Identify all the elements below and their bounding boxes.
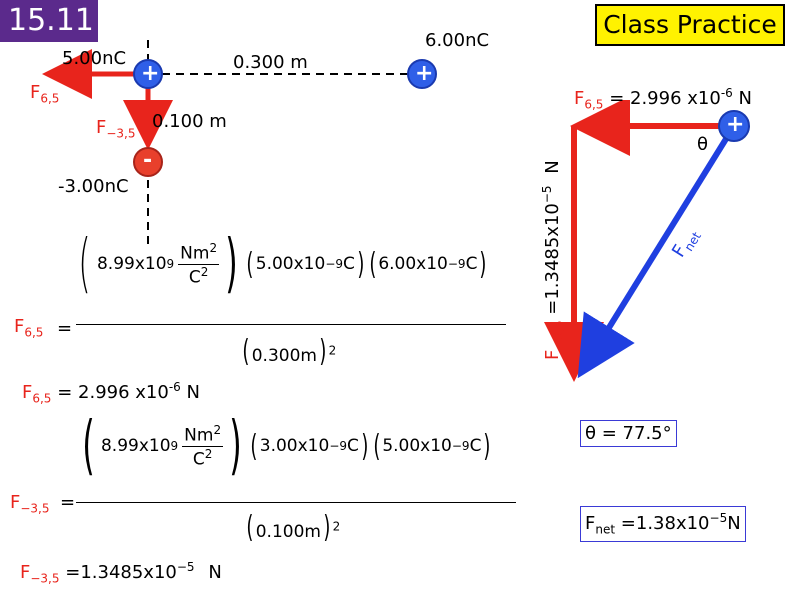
vector-theta-label: θ bbox=[697, 134, 709, 155]
vector-charge bbox=[718, 110, 750, 142]
paren-close-icon: ) bbox=[225, 227, 238, 301]
eq1-numerator: ( 8.99x10 9 Nm2 C2 ) (5.00x10 −9 C) (6.00x1… bbox=[78, 227, 487, 301]
vector-charge-sign: + bbox=[726, 112, 745, 137]
eq2-numerator: ( 8.99x10 9 Nm2 C2 ) (3.00x10 −9 C) (5.00x1… bbox=[82, 409, 491, 483]
paren-open-icon: ( bbox=[82, 409, 95, 483]
eq2-k-exp: 9 bbox=[170, 439, 179, 453]
force-f35-label: F−3,5 bbox=[96, 117, 136, 141]
eq2-q1-exp: −9 bbox=[329, 439, 348, 453]
eq1-denominator: (0.300m) 2 bbox=[242, 334, 337, 369]
vector-f35-label: F−3,5 =1.3485x10−5 N bbox=[540, 160, 566, 360]
vector-diagram bbox=[544, 100, 750, 382]
eq2-q2-exp: −9 bbox=[451, 439, 470, 453]
eq2-q1: 3.00x10 bbox=[259, 436, 330, 456]
eq2-k-units: Nm2 C2 bbox=[182, 422, 224, 470]
eq2-r: 0.100m bbox=[255, 522, 321, 542]
charge-neg3nc-sign: - bbox=[143, 148, 153, 173]
eq1-k-exp: 9 bbox=[166, 257, 175, 271]
fnet-answer-box: Fnet =1.38x10−5N bbox=[580, 506, 746, 542]
eq1-fraction-bar bbox=[76, 324, 506, 325]
charge-neg3nc bbox=[133, 147, 163, 177]
charge-6nc-label: 6.00nC bbox=[425, 30, 490, 51]
charge-diagram bbox=[42, 40, 437, 250]
eq2-q1-unit: C bbox=[347, 436, 359, 456]
eq2-q2-unit: C bbox=[469, 436, 482, 456]
charge-neg3nc-label: -3.00nC bbox=[58, 176, 129, 197]
eq1-q1: 5.00x10 bbox=[255, 254, 326, 274]
result2: F−3,5 =1.3485x10−5 N bbox=[20, 560, 222, 586]
eq2-denominator: (0.100m) 2 bbox=[246, 510, 341, 545]
eq1-r-exp: 2 bbox=[328, 343, 337, 358]
theta-answer-box: θ = 77.5° bbox=[580, 420, 677, 447]
distance-vertical-label: 0.100 m bbox=[152, 111, 227, 132]
charge-5nc bbox=[133, 59, 163, 89]
charge-6nc-sign: + bbox=[415, 61, 434, 86]
charge-5nc-sign: + bbox=[141, 61, 160, 86]
eq1-k-value: 8.99x10 bbox=[96, 254, 167, 274]
section-badge: 15.11 bbox=[0, 0, 98, 42]
eq1-q1-exp: −9 bbox=[325, 257, 344, 271]
charge-5nc-label: 5.00nC bbox=[62, 48, 127, 69]
force-f65-label: F6,5 bbox=[30, 82, 60, 106]
eq2-fraction-bar bbox=[76, 502, 516, 503]
eq1-lhs: F6,5 bbox=[14, 316, 44, 340]
class-practice-title: Class Practice bbox=[595, 4, 785, 46]
eq2-q2: 5.00x10 bbox=[382, 436, 452, 456]
eq1-q1-unit: C bbox=[343, 254, 355, 274]
eq1-equals: = bbox=[57, 318, 73, 339]
paren-open-icon: ( bbox=[78, 227, 91, 301]
eq2-lhs: F−3,5 bbox=[10, 492, 50, 516]
eq1-q2: 6.00x10 bbox=[378, 254, 448, 274]
eq2-r-exp: 2 bbox=[332, 519, 341, 534]
eq2-equals: = bbox=[60, 492, 76, 513]
eq1-r: 0.300m bbox=[251, 346, 317, 366]
eq1-q2-exp: −9 bbox=[447, 257, 466, 271]
paren-close-icon: ) bbox=[229, 409, 242, 483]
vector-fnet-arrow bbox=[577, 124, 737, 379]
eq1-k-units: Nm2 C2 bbox=[178, 240, 220, 288]
charge-6nc bbox=[407, 59, 437, 89]
distance-horizontal-label: 0.300 m bbox=[233, 52, 308, 73]
vector-f65-label: F6,5 = 2.996 x10-6 N bbox=[574, 86, 752, 112]
result1: F6,5 = 2.996 x10-6 N bbox=[22, 380, 201, 406]
eq1-q2-unit: C bbox=[465, 254, 478, 274]
eq2-k-value: 8.99x10 bbox=[100, 436, 171, 456]
